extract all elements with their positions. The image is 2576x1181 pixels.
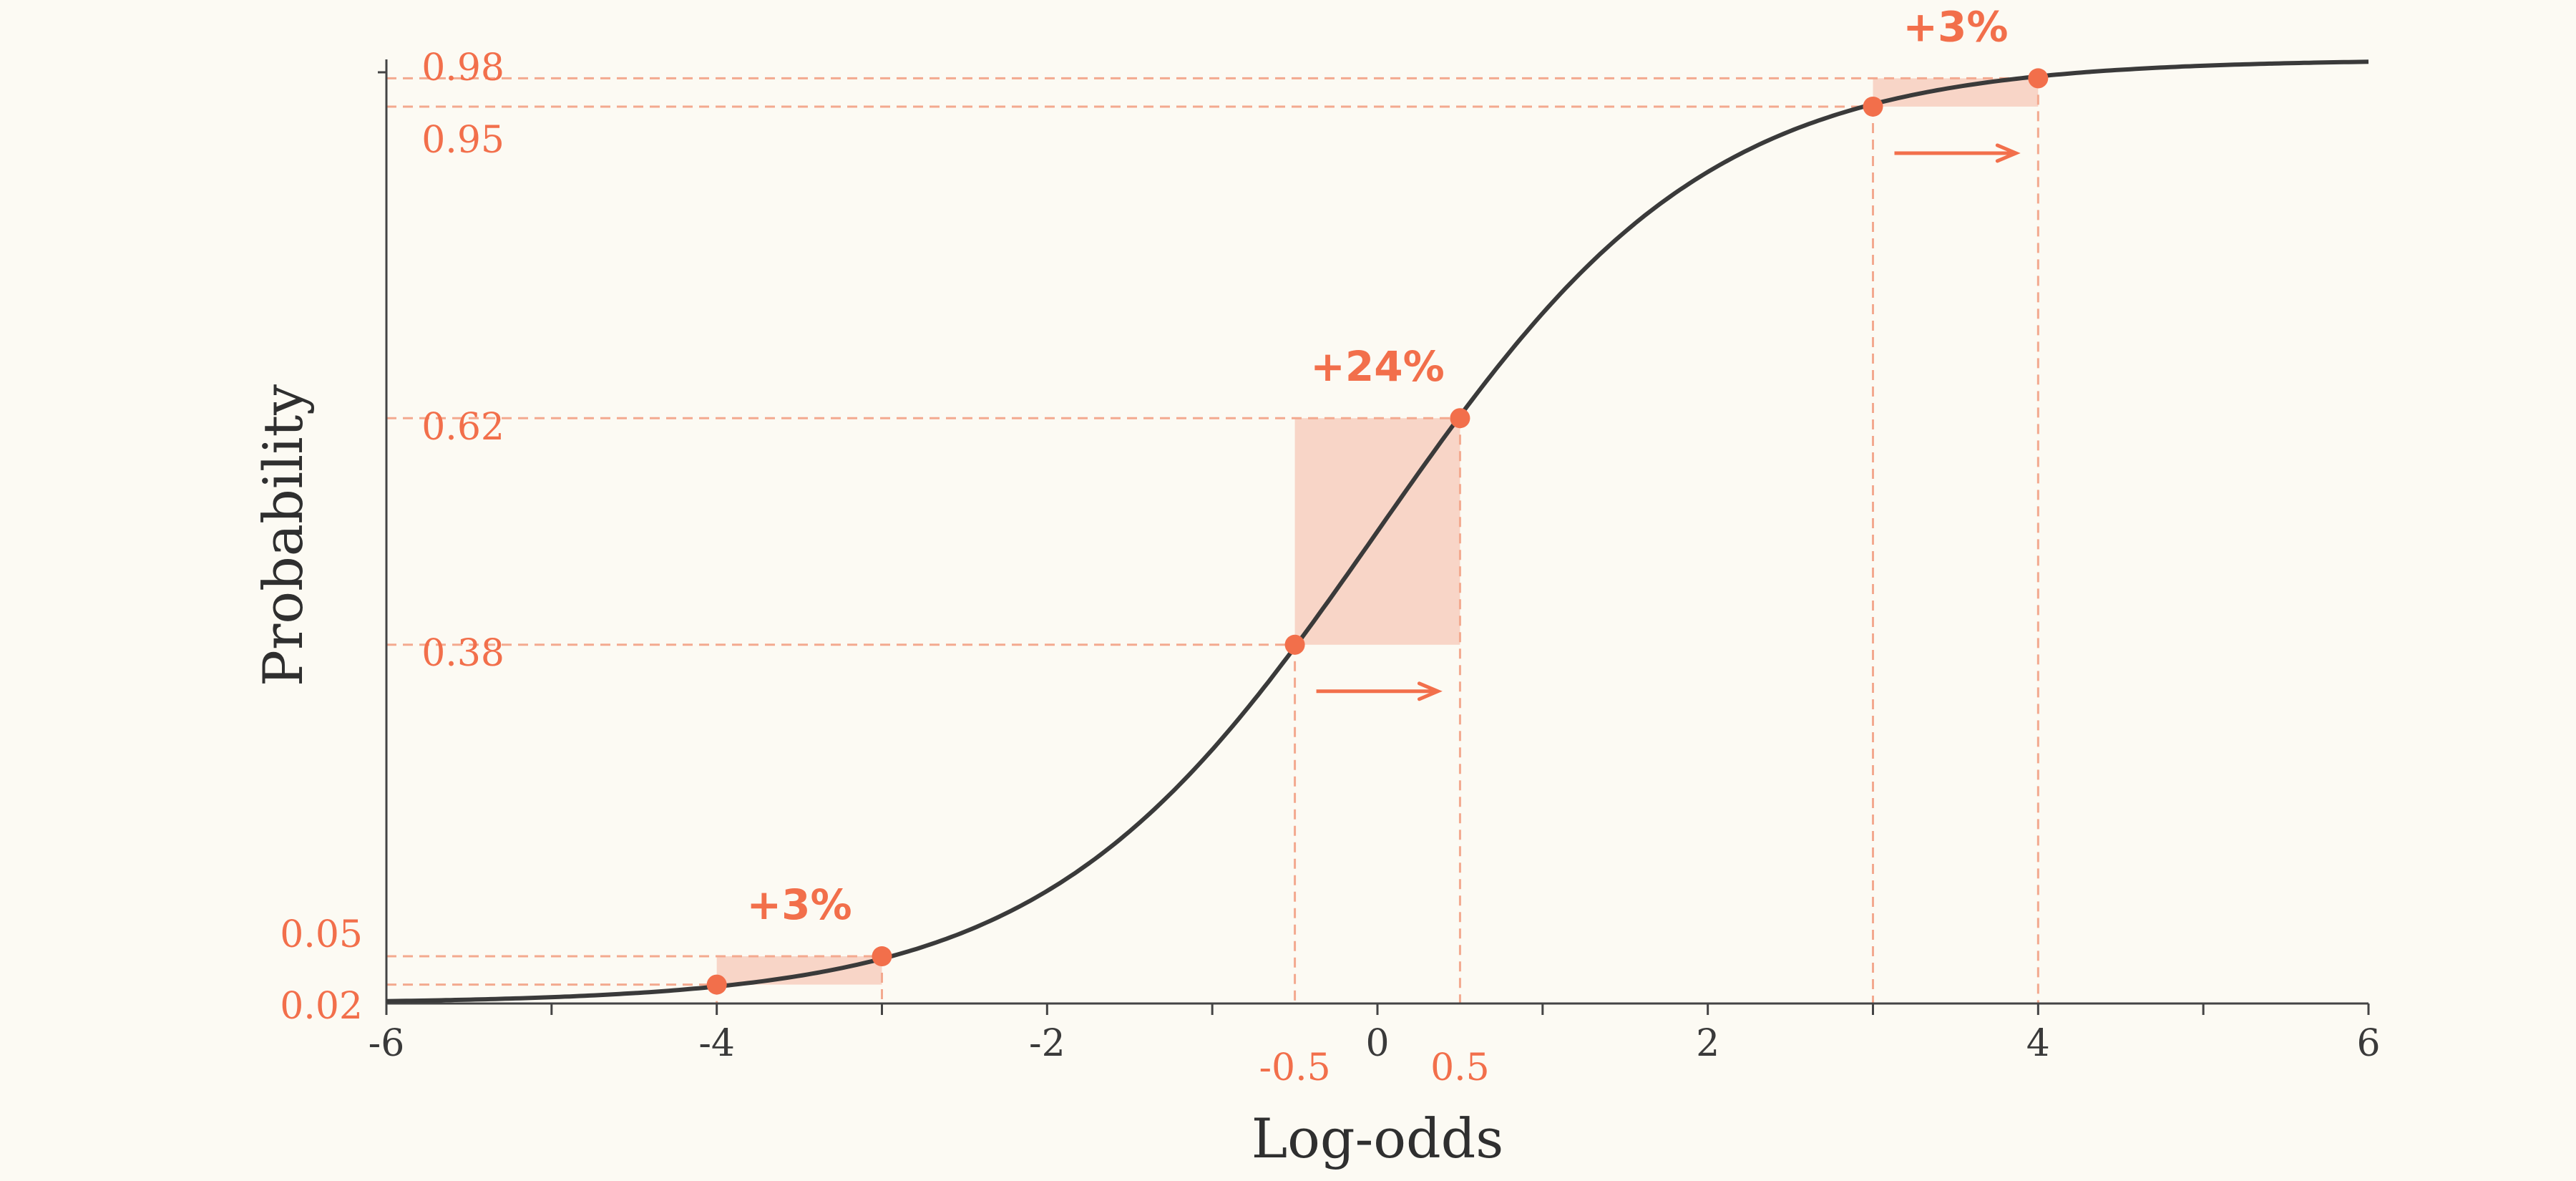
x-tick-label: 0 [1365,1022,1389,1065]
x-tick-label: 4 [2026,1022,2050,1065]
y-marker-label: 0.98 [421,47,504,89]
interval-point [872,946,892,967]
y-marker-label: 0.95 [421,119,504,162]
interval-bands [716,78,2039,985]
x-tick-label: -2 [1029,1022,1065,1065]
y-axis-title: Probability [251,384,315,686]
guide-lines [386,77,2039,1003]
interval-point [706,974,727,995]
shift-arrow-head [1417,681,1443,701]
delta-label: +24% [1310,342,1444,391]
interval-band [1873,78,2039,107]
shift-arrow-head [1995,143,2021,163]
x-tick-label: -4 [698,1022,735,1065]
chart-labels: -6 -4 -2 0 2 4 6 -0.5 0.5 0.02 0.05 0.38 0.62 0.95 0.9… [280,2,2380,1089]
shift-arrows [1316,143,2021,701]
delta-label: +3% [747,880,852,929]
x-tick-label: 2 [1696,1022,1719,1065]
x-tick-label: 6 [2356,1022,2380,1065]
y-marker-label: 0.02 [280,985,363,1028]
interval-point [1863,96,1883,117]
interval-point [1284,634,1305,655]
x-axis-title: Log-odds [1252,1107,1504,1170]
y-marker-label: 0.05 [280,913,363,956]
delta-label: +3% [1903,2,2008,51]
y-marker-label: 0.38 [421,632,504,675]
x-interval-label: -0.5 [1259,1046,1330,1089]
interval-points [706,68,2049,995]
y-marker-label: 0.62 [421,406,504,449]
interval-point [1450,408,1470,429]
interval-band [716,956,882,985]
x-interval-label: 0.5 [1430,1046,1490,1089]
axes [378,59,2370,1015]
interval-point [2028,68,2049,89]
x-tick-label: -6 [369,1022,405,1065]
